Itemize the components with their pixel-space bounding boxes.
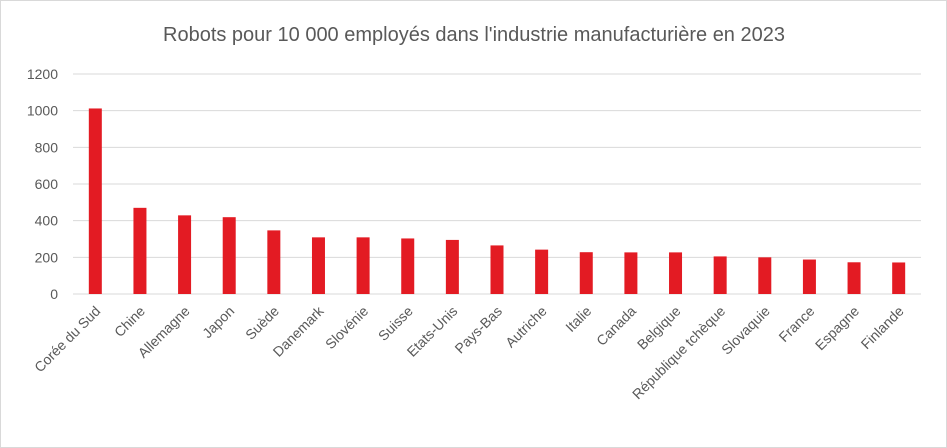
bar	[401, 238, 415, 294]
x-tick-label: Espagne	[812, 303, 863, 354]
y-axis-labels: 0 200 400 600 800 1000 1200	[27, 66, 58, 302]
x-tick-label: Italie	[562, 303, 594, 335]
bar	[267, 230, 281, 294]
bar	[88, 108, 102, 294]
bar	[356, 237, 370, 294]
bar	[222, 217, 236, 294]
x-tick-label: Suisse	[375, 303, 416, 344]
y-tick-label: 1000	[27, 103, 58, 119]
bars	[88, 108, 906, 294]
bar	[624, 252, 638, 294]
bar	[579, 252, 593, 294]
x-tick-label: France	[775, 303, 817, 345]
chart-title: Robots pour 10 000 employés dans l'indus…	[163, 24, 785, 46]
bar	[178, 215, 192, 294]
bar	[669, 252, 683, 294]
bar	[490, 245, 504, 294]
x-tick-label: Corée du Sud	[31, 303, 103, 375]
gridlines	[73, 73, 921, 295]
x-tick-label: Canada	[593, 303, 639, 349]
bar	[758, 257, 772, 294]
y-tick-label: 400	[35, 213, 59, 229]
x-tick-label: Slovénie	[322, 303, 371, 352]
y-tick-label: 200	[35, 249, 59, 265]
bar	[535, 249, 549, 294]
bar	[847, 262, 861, 294]
y-tick-label: 800	[35, 139, 59, 155]
y-tick-label: 0	[50, 286, 58, 302]
bar	[133, 207, 147, 294]
bar	[311, 237, 325, 294]
bar	[713, 256, 727, 294]
x-tick-label: Chine	[111, 303, 148, 340]
x-tick-label: Finlande	[858, 303, 907, 352]
bar	[892, 262, 906, 294]
x-tick-label: Pays-Bas	[451, 303, 505, 357]
x-tick-label: Japon	[199, 303, 237, 341]
bar	[445, 239, 459, 294]
x-tick-label: Autriche	[502, 303, 550, 351]
bar	[802, 259, 816, 294]
y-tick-label: 600	[35, 176, 59, 192]
y-tick-label: 1200	[27, 66, 58, 82]
x-tick-label: Slovaquie	[718, 303, 773, 358]
x-tick-label: Suède	[242, 303, 282, 343]
